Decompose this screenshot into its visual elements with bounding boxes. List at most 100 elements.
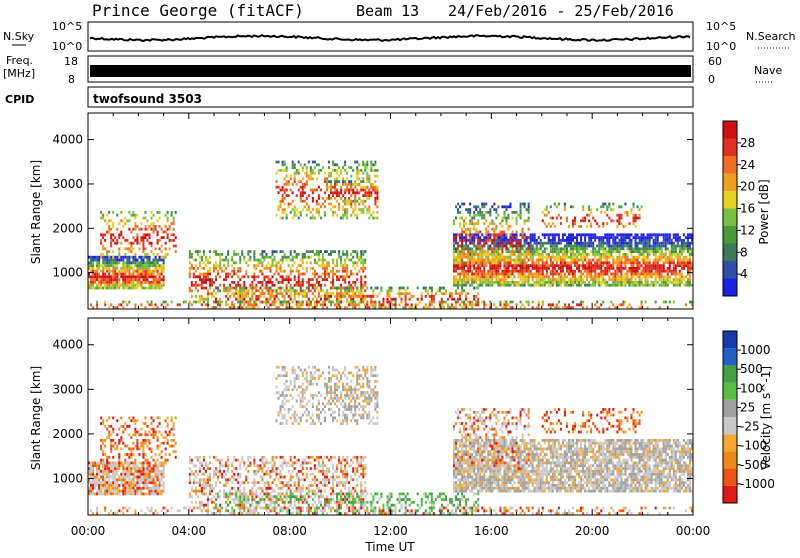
power-cell [354,261,356,264]
power-cell [326,183,328,186]
power-cell [310,177,312,180]
power-cell [282,250,284,253]
power-cell [683,261,685,264]
power-cell [249,259,251,262]
power-cell [354,295,356,298]
power-cell [528,281,530,284]
power-cell [338,278,340,281]
power-cell [257,275,259,278]
power-cell [146,228,148,231]
power-cell [171,301,173,304]
power-cell [112,222,114,225]
power-cell [94,281,96,284]
power-cell [639,284,641,287]
power-cell [352,295,354,298]
power-cell [157,287,159,290]
power-cell [118,270,120,273]
power-cell [286,175,288,178]
power-cell [606,236,608,239]
power-cell [205,256,207,259]
power-cell [308,208,310,211]
velocity-cell [92,467,94,470]
power-cell [489,211,491,214]
power-cell [302,256,304,259]
power-cell [336,169,338,172]
power-cell [253,250,255,253]
power-cell [516,217,518,220]
velocity-cell [96,481,98,484]
power-cell [312,200,314,203]
power-cell [282,275,284,278]
power-cell [626,253,628,256]
power-cell [610,236,612,239]
power-cell [191,264,193,267]
power-cell [499,233,501,236]
power-cell [590,278,592,281]
power-cell [487,270,489,273]
power-cell [604,284,606,287]
power-cell [374,180,376,183]
power-cell [659,284,661,287]
power-cell [659,273,661,276]
power-cell [453,264,455,267]
power-cell [213,295,215,298]
power-cell [153,270,155,273]
power-cell [491,205,493,208]
velocity-cell [92,490,94,493]
velocity-cell [90,481,92,484]
power-cell [620,270,622,273]
power-cell [322,278,324,281]
power-cell [512,231,514,234]
power-cell [606,250,608,253]
velocity-cell [104,462,106,465]
power-cell [516,219,518,222]
power-cell [100,253,102,256]
power-cell [90,284,92,287]
power-cell [265,267,267,270]
power-cell [110,256,112,259]
power-cell [100,233,102,236]
power-cell [322,273,324,276]
power-cell [451,303,453,306]
power-cell [302,278,304,281]
power-cell [655,267,657,270]
power-cell [604,270,606,273]
power-cell [217,253,219,256]
power-cell [477,236,479,239]
power-cell [413,295,415,298]
power-cell [570,267,572,270]
power-cell [598,264,600,267]
power-cell [130,242,132,245]
power-cell [364,250,366,253]
power-cell [618,242,620,245]
power-cell [344,270,346,273]
power-cell [328,197,330,200]
velocity-cell [102,487,104,490]
power-cell [630,242,632,245]
power-cell [282,189,284,192]
power-cell [207,289,209,292]
power-cell [520,203,522,206]
power-cell [461,273,463,276]
power-cell [302,191,304,194]
power-cell [201,278,203,281]
power-cell [209,256,211,259]
power-cell [622,303,624,306]
power-cell [614,278,616,281]
power-cell [153,273,155,276]
power-cell [356,289,358,292]
power-cell [435,292,437,295]
power-cell [590,242,592,245]
power-cell [544,247,546,250]
power-cell [161,287,163,290]
power-cell [530,256,532,259]
power-cell [405,298,407,301]
power-cell [298,180,300,183]
power-cell [199,301,201,304]
power-cell [687,236,689,239]
power-cell [294,205,296,208]
power-cell [155,225,157,228]
power-cell [673,247,675,250]
power-cell [560,267,562,270]
power-cell [675,267,677,270]
